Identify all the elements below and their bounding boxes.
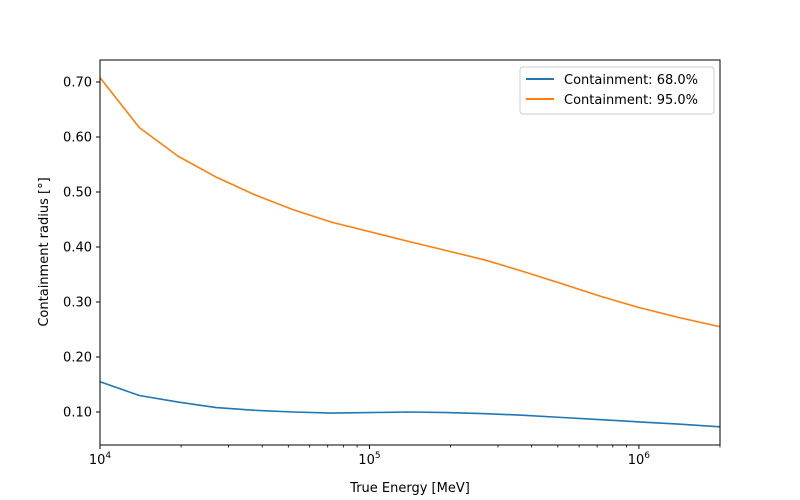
y-tick-label: 0.30 [63, 296, 92, 311]
y-tick-label: 0.10 [63, 406, 92, 421]
y-axis-label: Containment radius [°] [37, 177, 52, 326]
legend-box [519, 66, 715, 115]
y-axis-ticks: 0.10 0.20 0.30 0.40 0.50 0.60 0.70 [63, 76, 100, 421]
x-axis-ticks: 104 105 106 [89, 445, 650, 468]
x-tick-label: 104 [89, 451, 112, 468]
plot-series [99, 77, 721, 428]
series-line-1 [99, 77, 721, 328]
legend-label-95: Containment: 95.0% [564, 93, 698, 108]
y-tick-label: 0.20 [63, 351, 92, 366]
legend: Containment: 68.0% Containment: 95.0% [519, 66, 715, 115]
y-tick-label: 0.40 [63, 241, 92, 256]
series-line-0 [99, 380, 721, 428]
axes-frame [99, 59, 721, 446]
x-tick-label: 106 [628, 451, 651, 468]
legend-label-68: Containment: 68.0% [564, 73, 698, 88]
y-tick-label: 0.70 [63, 76, 92, 91]
y-tick-label: 0.60 [63, 131, 92, 146]
x-axis-label: True Energy [MeV] [349, 481, 470, 496]
x-tick-label: 105 [358, 451, 380, 468]
y-tick-label: 0.50 [63, 186, 92, 201]
